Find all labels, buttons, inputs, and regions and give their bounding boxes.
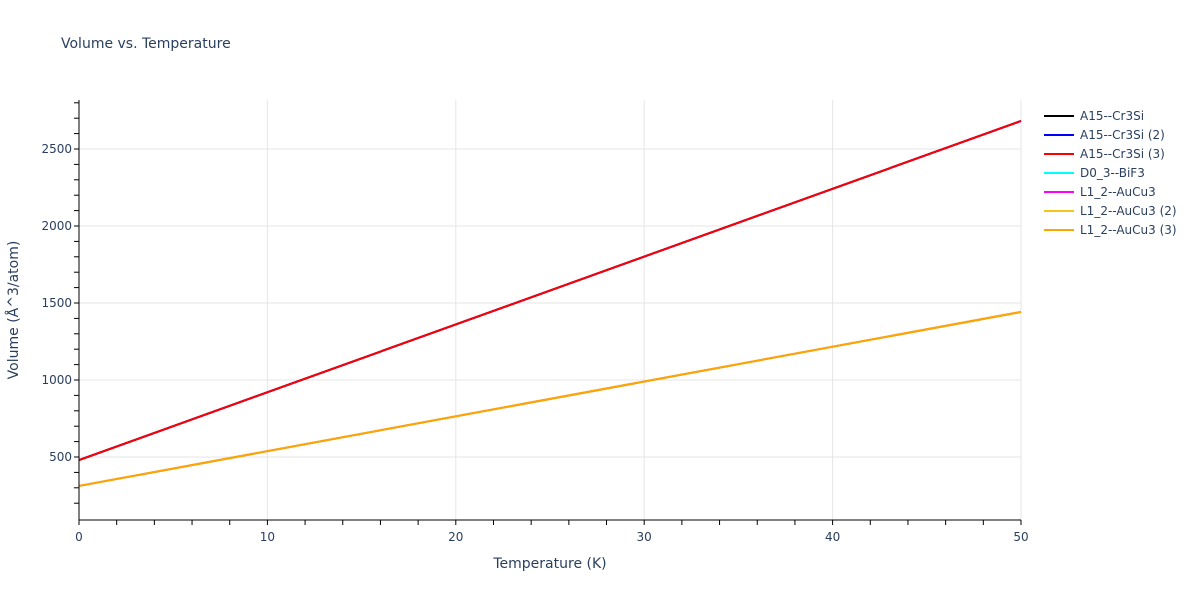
x-tick-label: 30 (637, 530, 652, 544)
series-line (78, 120, 1022, 462)
series-line (78, 310, 1022, 487)
legend-item[interactable]: A15--Cr3Si (2) (1044, 125, 1177, 144)
y-tick-label: 1000 (41, 373, 72, 387)
legend-item[interactable]: L1_2--AuCu3 (2) (1044, 201, 1177, 220)
x-tick-label: 40 (825, 530, 840, 544)
y-tick-label: 2000 (41, 219, 72, 233)
y-tick-label: 500 (49, 450, 72, 464)
x-tick-label: 50 (1013, 530, 1028, 544)
legend-swatch (1044, 133, 1074, 136)
x-tick-label: 10 (260, 530, 275, 544)
legend-swatch (1044, 228, 1074, 231)
legend-label: L1_2--AuCu3 (2) (1080, 203, 1177, 218)
legend-label: A15--Cr3Si (2) (1080, 127, 1165, 142)
legend-label: L1_2--AuCu3 (1080, 184, 1156, 199)
legend-swatch (1044, 209, 1074, 212)
legend-item[interactable]: D0_3--BiF3 (1044, 163, 1177, 182)
x-tick-label: 0 (75, 530, 83, 544)
legend-item[interactable]: L1_2--AuCu3 (3) (1044, 220, 1177, 239)
legend-item[interactable]: L1_2--AuCu3 (1044, 182, 1177, 201)
legend-label: L1_2--AuCu3 (3) (1080, 222, 1177, 237)
y-axis-label: Volume (Å^3/atom) (5, 241, 22, 380)
x-tick-label: 20 (448, 530, 463, 544)
y-tick-label: 1500 (41, 296, 72, 310)
legend-swatch (1044, 190, 1074, 193)
legend-swatch (1044, 114, 1074, 117)
legend-item[interactable]: A15--Cr3Si (3) (1044, 144, 1177, 163)
legend: A15--Cr3Si A15--Cr3Si (2) A15--Cr3Si (3) D0… (1044, 106, 1177, 239)
legend-label: D0_3--BiF3 (1080, 165, 1145, 180)
y-tick-label: 2500 (41, 142, 72, 156)
x-axis-label: Temperature (K) (492, 556, 606, 572)
legend-label: A15--Cr3Si (1080, 108, 1145, 123)
legend-swatch (1044, 171, 1074, 174)
legend-swatch (1044, 152, 1074, 155)
legend-item[interactable]: A15--Cr3Si (1044, 106, 1177, 125)
legend-label: A15--Cr3Si (3) (1080, 146, 1165, 161)
chart-title: Volume vs. Temperature (61, 36, 231, 52)
